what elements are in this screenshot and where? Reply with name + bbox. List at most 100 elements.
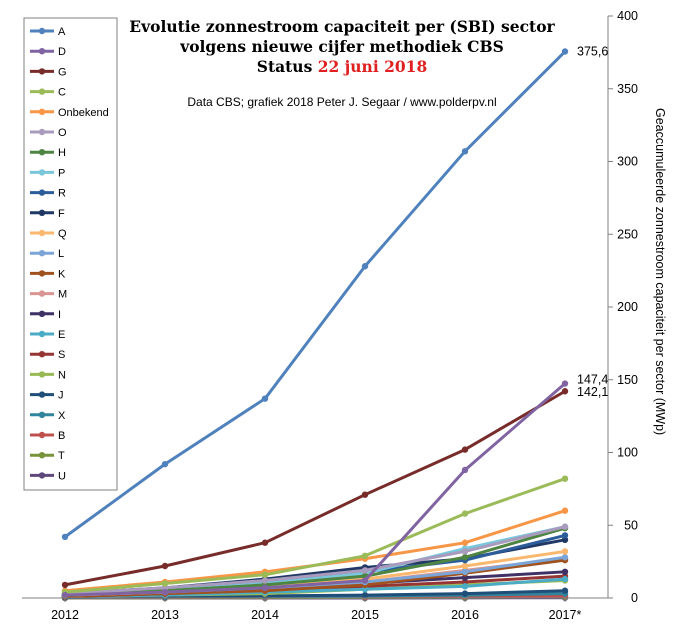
- data-point: [361, 552, 369, 560]
- legend-label: R: [58, 188, 66, 200]
- data-point: [361, 491, 369, 498]
- legend-label: S: [58, 349, 65, 361]
- legend-item-a: A: [30, 26, 66, 38]
- legend-item-u: U: [30, 470, 66, 482]
- legend-item-h: H: [30, 147, 66, 159]
- legend-item-c: C: [30, 87, 66, 99]
- data-point: [361, 591, 369, 599]
- legend-item-j: J: [30, 390, 64, 402]
- legend-item-g: G: [30, 66, 67, 78]
- data-point: [261, 584, 269, 592]
- legend-label: O: [58, 127, 67, 139]
- data-point: [261, 571, 269, 578]
- legend-item-p: P: [30, 167, 65, 179]
- data-point: [61, 591, 69, 599]
- data-point: [461, 554, 469, 561]
- legend-swatch-marker: [38, 330, 46, 338]
- legend-label: J: [58, 390, 64, 402]
- data-point: [61, 581, 69, 589]
- data-point: [261, 539, 269, 546]
- legend-swatch-marker: [38, 149, 46, 156]
- data-point: [561, 548, 569, 555]
- legend-label: N: [58, 369, 66, 381]
- data-point: [561, 523, 569, 530]
- series-a: [61, 48, 569, 541]
- data-point: [61, 533, 69, 541]
- data-point: [461, 548, 469, 555]
- legend-swatch-marker: [38, 108, 46, 116]
- legend-swatch-marker: [38, 128, 46, 136]
- legend-label: K: [58, 268, 66, 280]
- legend-swatch-marker: [38, 229, 46, 237]
- legend-swatch-marker: [38, 310, 46, 317]
- legend-item-r: R: [30, 188, 66, 200]
- legend-swatch-marker: [38, 472, 46, 479]
- legend-swatch-marker: [38, 209, 46, 216]
- legend-label: F: [58, 208, 65, 220]
- data-point: [461, 539, 469, 546]
- axes: 0 50 100 150 200 250 300 350 400 2012 2013 2014 2015…: [22, 9, 638, 622]
- data-point: [561, 48, 569, 55]
- chart-title-line3: Status 22 juni 2018: [257, 57, 428, 76]
- series-line: [64, 382, 566, 597]
- legend-item-onbekend: Onbekend: [30, 107, 109, 119]
- legend-label: Q: [58, 228, 67, 240]
- legend-swatch-marker: [38, 48, 46, 55]
- x-tick-label: 2017*: [549, 608, 582, 622]
- value-label-a: 375,6: [577, 45, 608, 59]
- legend-swatch-marker: [38, 169, 46, 176]
- legend-label: U: [58, 470, 66, 482]
- legend-label: D: [58, 46, 66, 58]
- legend-item-d: D: [30, 46, 66, 58]
- legend-swatch-marker: [38, 391, 46, 398]
- legend-label: X: [58, 410, 66, 422]
- x-tick-label: 2013: [151, 608, 179, 622]
- legend-swatch-marker: [38, 68, 46, 75]
- legend-swatch-marker: [38, 189, 46, 196]
- legend-swatch-marker: [38, 371, 46, 378]
- series-o: [61, 523, 569, 597]
- data-point: [561, 568, 569, 576]
- y-tick-label: 150: [617, 373, 638, 387]
- data-point: [461, 446, 469, 453]
- data-point: [561, 575, 569, 583]
- legend-label: H: [58, 147, 66, 159]
- legend-item-k: K: [30, 268, 66, 280]
- legend-swatch-marker: [38, 431, 46, 439]
- data-point: [461, 562, 469, 570]
- series-lines: [61, 48, 569, 602]
- series-g: [61, 388, 569, 589]
- value-label-g: 142,1: [577, 385, 608, 399]
- value-label-d: 147,4: [577, 373, 608, 387]
- data-point: [561, 587, 569, 594]
- legend-item-s: S: [30, 349, 65, 361]
- legend-item-f: F: [30, 208, 65, 220]
- legend-label: M: [58, 289, 67, 301]
- data-point: [461, 590, 469, 597]
- legend-label: L: [58, 248, 64, 260]
- data-point: [461, 568, 469, 576]
- legend-label: C: [58, 87, 66, 99]
- legend-item-q: Q: [30, 228, 67, 240]
- legend-item-l: L: [30, 248, 64, 260]
- legend-item-m: M: [30, 289, 67, 301]
- legend-swatch-marker: [38, 452, 46, 459]
- y-tick-label: 250: [617, 227, 638, 241]
- series-line: [64, 477, 566, 594]
- legend-label: Onbekend: [58, 107, 109, 119]
- data-point: [561, 507, 569, 514]
- x-tick-label: 2014: [251, 608, 279, 622]
- legend-swatch-marker: [38, 351, 46, 358]
- legend-label: B: [58, 430, 65, 442]
- legend-label: P: [58, 167, 65, 179]
- legend-swatch-marker: [38, 270, 46, 277]
- data-point: [361, 577, 369, 584]
- legend-swatch-marker: [38, 27, 46, 35]
- data-point: [361, 263, 369, 270]
- legend-item-e: E: [30, 329, 65, 341]
- data-point: [261, 395, 269, 402]
- y-tick-label: 400: [617, 9, 638, 23]
- legend-label: T: [58, 450, 65, 462]
